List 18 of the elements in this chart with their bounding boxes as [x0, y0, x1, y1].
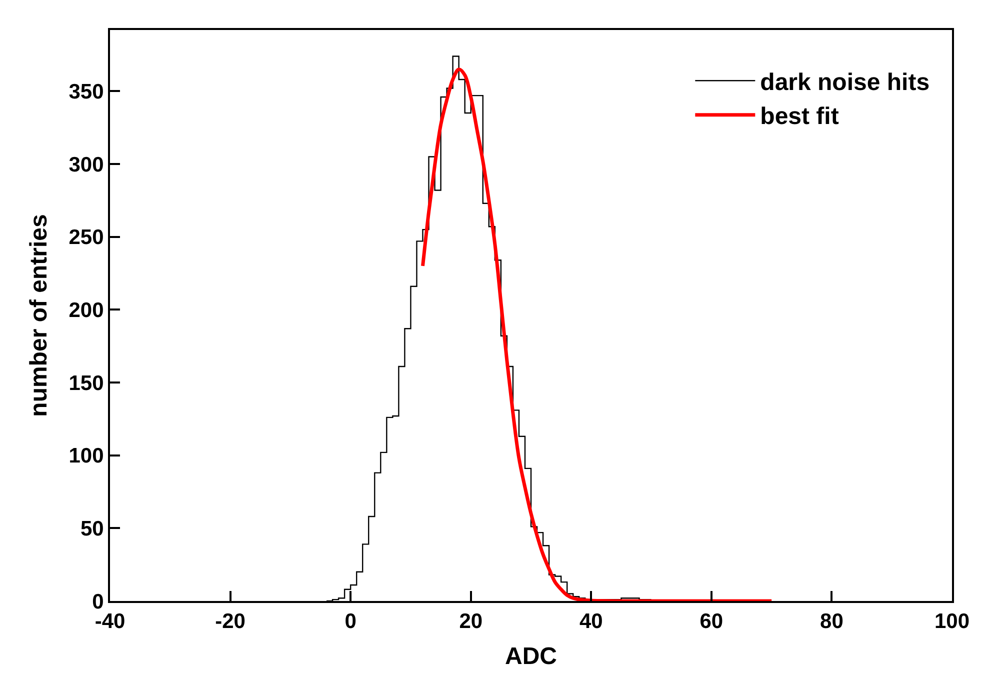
- x-tick-label: 20: [459, 610, 483, 634]
- x-axis-title: ADC: [505, 643, 557, 670]
- legend-label: best fit: [760, 103, 839, 130]
- y-tick-label: 300: [68, 153, 104, 176]
- y-tick-label: 150: [68, 372, 104, 395]
- x-tick-label: 40: [579, 610, 603, 634]
- x-tick-label: -20: [215, 610, 246, 634]
- y-axis-title: number of entries: [25, 214, 52, 417]
- x-tick-label: 100: [934, 610, 970, 634]
- x-tick-label: 60: [700, 610, 724, 634]
- y-tick-label: 50: [80, 518, 104, 541]
- x-tick-label: 0: [344, 610, 356, 634]
- legend-label: dark noise hits: [760, 69, 930, 96]
- y-tick-label: 200: [68, 299, 104, 322]
- y-tick-label: 350: [68, 80, 104, 104]
- y-tick-label: 250: [68, 226, 104, 250]
- x-tick-label: 80: [820, 610, 844, 634]
- y-tick-label: 100: [68, 444, 104, 468]
